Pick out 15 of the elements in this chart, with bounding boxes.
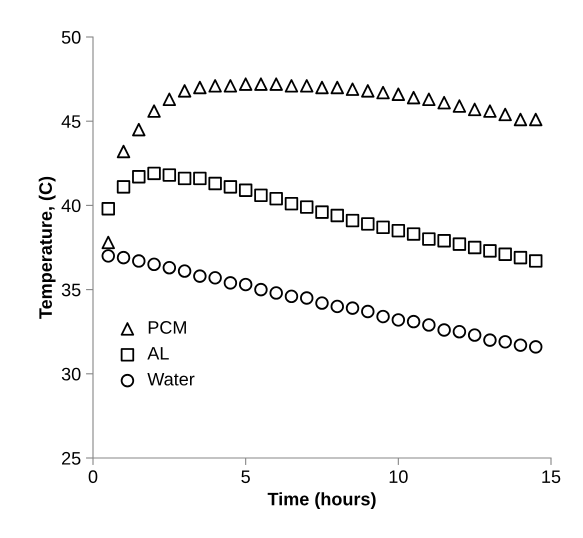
y-tick-label: 45 — [62, 115, 80, 128]
x-tick-label: 0 — [88, 470, 98, 484]
x-axis-title: Time (hours) — [268, 492, 376, 510]
legend-label: AL — [147, 347, 169, 360]
y-tick-label: 30 — [62, 368, 80, 381]
legend-label: Water — [147, 372, 194, 386]
y-tick-label: 50 — [62, 30, 80, 44]
y-tick-label: 25 — [62, 452, 80, 465]
y-tick-label: 35 — [62, 284, 80, 296]
legend-label: PCM — [148, 321, 186, 334]
y-axis-title: Temperature, (C) — [38, 176, 56, 319]
y-tick-label: 40 — [62, 199, 80, 212]
x-tick-label: 15 — [542, 470, 560, 484]
x-tick-label: 10 — [390, 470, 408, 484]
x-tick-label: 5 — [241, 470, 250, 484]
